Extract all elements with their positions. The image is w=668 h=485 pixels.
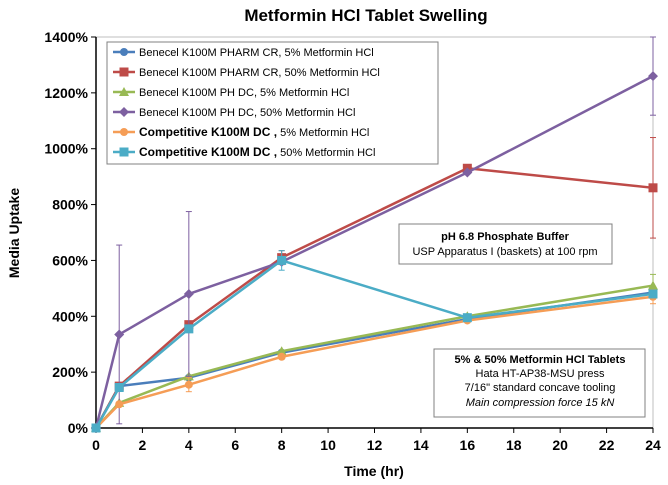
tablet-line2: 7/16" standard concave tooling (465, 382, 616, 394)
data-point (114, 383, 124, 393)
data-point (648, 183, 658, 193)
legend-item: Benecel K100M PH DC, 5% Metformin HCl (113, 87, 349, 99)
series-line (94, 259, 654, 429)
x-tick-label: 4 (185, 437, 193, 453)
data-point (462, 167, 473, 178)
x-tick-label: 16 (460, 437, 476, 453)
legend-marker (119, 107, 129, 117)
data-point (91, 423, 101, 433)
x-tick-label: 8 (278, 437, 286, 453)
series-line (95, 295, 654, 429)
x-axis-label: Time (hr) (344, 463, 404, 479)
legend-marker (119, 67, 129, 77)
y-tick-label: 600% (52, 252, 88, 268)
tablet-line3: Main compression force 15 kN (466, 397, 615, 409)
legend-label: Competitive K100M DC , 5% Metformin HCl (139, 125, 369, 139)
y-tick-label: 400% (52, 308, 88, 324)
data-point (277, 255, 287, 265)
chart-title: Metformin HCl Tablet Swelling (244, 6, 487, 25)
y-tick-label: 1400% (44, 29, 88, 45)
data-point (114, 329, 125, 340)
legend-label: Benecel K100M PH DC, 50% Metformin HCl (139, 107, 355, 119)
y-tick-label: 200% (52, 364, 88, 380)
x-tick-label: 6 (231, 437, 239, 453)
legend-label: Benecel K100M PHARM CR, 5% Metformin HCl (139, 47, 374, 59)
legend-marker (119, 147, 129, 157)
data-point (276, 346, 287, 356)
data-series (91, 36, 658, 433)
legend-marker (120, 128, 128, 136)
y-axis-label: Media Uptake (6, 188, 22, 278)
tablet-annotation: 5% & 50% Metformin HCl Tablets Hata HT-A… (433, 348, 646, 418)
legend-label: Competitive K100M DC , 50% Metformin HCl (139, 145, 375, 159)
legend-item: Benecel K100M PH DC, 50% Metformin HCl (113, 107, 355, 119)
x-tick-label: 22 (599, 437, 615, 453)
x-tick-label: 0 (92, 437, 100, 453)
y-tick-label: 0% (68, 420, 89, 436)
y-tick-label: 1000% (44, 141, 88, 157)
x-tick-label: 18 (506, 437, 522, 453)
tablet-line1: Hata HT-AP38-MSU press (476, 368, 605, 380)
legend-item: Benecel K100M PHARM CR, 50% Metformin HC… (113, 67, 380, 79)
data-point (184, 380, 193, 389)
data-point (115, 400, 124, 409)
series-6 (91, 250, 658, 433)
data-point (648, 289, 658, 299)
legend: Benecel K100M PHARM CR, 5% Metformin HCl… (106, 41, 439, 165)
buffer-title: pH 6.8 Phosphate Buffer (441, 231, 569, 243)
legend-item: Benecel K100M PHARM CR, 5% Metformin HCl (113, 47, 374, 59)
data-point (462, 313, 472, 323)
buffer-subtitle: USP Apparatus I (baskets) at 100 rpm (412, 246, 597, 258)
x-tick-label: 14 (413, 437, 429, 453)
legend-item: Competitive K100M DC , 50% Metformin HCl (113, 145, 375, 159)
x-tick-label: 2 (139, 437, 147, 453)
x-tick-label: 10 (320, 437, 336, 453)
data-point (183, 288, 194, 299)
axis-ticks: 0%200%400%600%800%1000%1200%1400%0 2 4 6 8 10… (44, 29, 661, 453)
series-line (94, 74, 654, 429)
legend-label: Benecel K100M PHARM CR, 50% Metformin HC… (139, 67, 380, 79)
data-point (648, 280, 658, 290)
legend-marker (119, 87, 129, 96)
y-tick-label: 1200% (44, 85, 88, 101)
data-point (184, 324, 194, 334)
tablet-title: 5% & 50% Metformin HCl Tablets (455, 354, 626, 366)
x-tick-label: 12 (367, 437, 383, 453)
x-tick-label: 24 (645, 437, 661, 453)
y-tick-label: 800% (52, 197, 88, 213)
legend-label: Benecel K100M PH DC, 5% Metformin HCl (139, 87, 349, 99)
x-tick-label: 20 (552, 437, 568, 453)
legend-item: Competitive K100M DC , 5% Metformin HCl (113, 125, 369, 139)
buffer-annotation: pH 6.8 Phosphate Buffer USP Apparatus I … (398, 223, 613, 265)
series-4 (91, 36, 658, 433)
data-point (277, 352, 286, 361)
legend-marker (120, 48, 128, 56)
data-point (648, 71, 658, 82)
